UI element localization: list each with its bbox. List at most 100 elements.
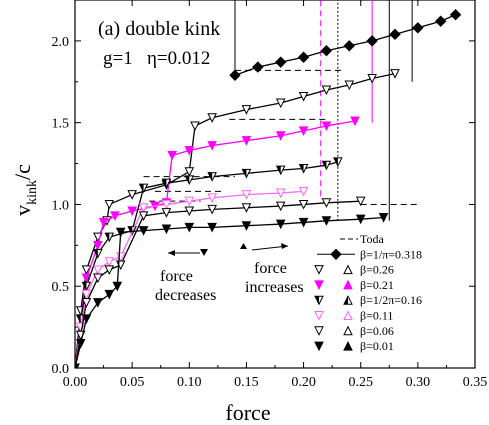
data-point [275, 56, 287, 68]
data-layer [75, 0, 462, 368]
data-point [298, 217, 309, 228]
y-tick-label: 1.5 [52, 117, 70, 132]
series-7 [75, 213, 389, 368]
legend-item: β=0.26 [314, 263, 394, 277]
data-point [241, 221, 252, 231]
data-point [167, 150, 177, 161]
data-point [104, 257, 115, 267]
data-point [390, 69, 400, 79]
data-point [321, 160, 332, 171]
params-label: g=1 η=0.012 [103, 48, 210, 69]
data-point [93, 265, 103, 275]
annotation-decrease-line2: decreases [155, 287, 216, 304]
y-label-sub: kink [25, 180, 40, 205]
data-point [297, 51, 310, 63]
legend-marker-down [314, 326, 324, 336]
data-point [207, 172, 217, 182]
data-point [321, 85, 332, 96]
data-point [184, 222, 195, 233]
x-tick-label: 0.10 [177, 375, 202, 390]
arrow-decrease [168, 249, 208, 256]
data-point [184, 206, 195, 217]
data-point [207, 141, 217, 151]
data-point [81, 314, 92, 325]
data-point [81, 273, 92, 284]
legend-marker-up [343, 310, 353, 320]
data-point [161, 208, 172, 218]
svg-text:vkink/c: vkink/c [10, 164, 40, 216]
data-point [350, 116, 360, 127]
data-point [320, 44, 333, 57]
y-label-tail: /c [10, 164, 35, 180]
x-tick-label: 0.30 [406, 375, 431, 390]
data-point [241, 190, 252, 200]
data-point [298, 163, 309, 174]
annotation-increase-line1: force [254, 260, 287, 277]
data-point [207, 193, 217, 204]
tick-layer: 0.00 0.05 0.10 0.15 0.20 0.25 0.30 0.35 0.0 0.5 1.… [52, 0, 488, 390]
series-1 [229, 9, 462, 81]
y-tick-label: 1.0 [52, 198, 70, 213]
annotation-decrease-line1: force [160, 268, 193, 285]
legend-label: β=0.01 [360, 339, 394, 353]
data-point [298, 91, 309, 102]
data-point [275, 165, 286, 176]
data-point [229, 69, 241, 81]
data-point [344, 80, 355, 91]
data-point [161, 224, 172, 235]
legend-marker-down [314, 280, 324, 291]
data-point [98, 217, 109, 228]
data-point [110, 211, 120, 222]
series-4 [75, 157, 343, 368]
data-point [75, 363, 80, 368]
annotation-increase-line2: increases [245, 279, 304, 296]
data-point [298, 186, 309, 197]
legend-item: Toda [340, 232, 384, 246]
legend-item: β=0.21 [314, 278, 394, 292]
legend-item: β=0.01 [314, 339, 394, 353]
legend-label: β=0.06 [360, 324, 394, 338]
x-tick-label: 0.15 [234, 375, 259, 390]
data-point [207, 113, 217, 123]
data-point [81, 265, 92, 275]
data-point [378, 213, 389, 223]
data-point [321, 216, 332, 226]
y-tick-label: 0.0 [52, 362, 70, 377]
x-axis-label: force [225, 400, 270, 425]
y-tick-label: 0.5 [52, 280, 70, 295]
data-point [298, 126, 309, 136]
legend-marker [330, 248, 342, 261]
legend-item: β=1/2π=0.16 [314, 293, 422, 307]
legend-item: β=0.11 [314, 309, 393, 323]
data-point [275, 131, 286, 141]
data-point [355, 196, 366, 207]
legend-item: β=0.06 [314, 324, 394, 338]
data-point [93, 249, 103, 259]
y-tick-label: 2.0 [52, 35, 70, 50]
series-line [75, 161, 339, 368]
data-point [412, 22, 424, 34]
data-point [275, 98, 286, 109]
data-point [138, 203, 149, 213]
data-point [321, 198, 332, 208]
data-point [321, 121, 332, 132]
series-3 [75, 116, 360, 368]
data-point [207, 222, 217, 233]
series-line [75, 120, 356, 368]
x-tick-label: 0.35 [463, 375, 488, 390]
data-point [93, 240, 103, 251]
legend-marker-up [343, 264, 353, 275]
legend-label: β=0.26 [360, 263, 394, 277]
panel-label: (a) double kink [98, 18, 220, 40]
data-point [184, 175, 195, 186]
data-point [355, 214, 366, 225]
legend-marker-down [314, 311, 324, 321]
data-point [184, 145, 195, 156]
data-point [161, 199, 172, 210]
legend-marker-down [314, 295, 324, 306]
data-point [275, 188, 286, 199]
data-point [298, 199, 309, 210]
data-point [190, 121, 200, 132]
legend-marker-up [343, 325, 353, 336]
